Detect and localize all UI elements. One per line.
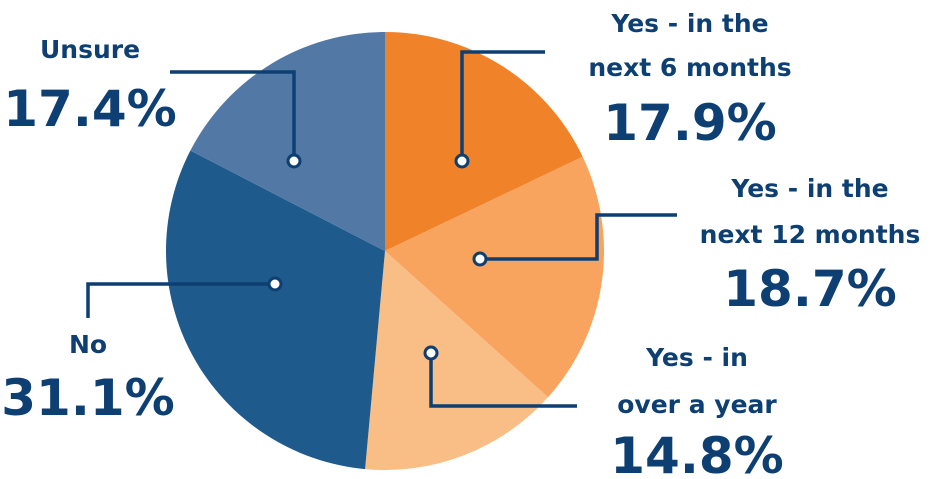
slice-label-line: Yes - in the — [730, 174, 888, 203]
leader-dot-4 — [286, 153, 302, 169]
slice-label-line: No — [69, 330, 107, 359]
slice-value-label: 18.7% — [723, 260, 896, 318]
leader-dot-3 — [267, 276, 283, 292]
leader-dot-1 — [472, 251, 488, 267]
slice-value-label: 17.4% — [3, 80, 176, 138]
pie-slice-0 — [385, 32, 583, 251]
pie-slices — [165, 32, 604, 470]
slice-label-line: Unsure — [40, 35, 140, 64]
slice-label-line: next 6 months — [588, 53, 791, 82]
slice-value-label: 17.9% — [603, 94, 776, 152]
leader-line-3 — [86, 282, 275, 318]
leader-lines — [86, 50, 677, 408]
leader-dot-0 — [454, 153, 470, 169]
pie-slice-2 — [365, 251, 549, 470]
slice-value-label: 31.1% — [1, 369, 174, 427]
slice-label-line: next 12 months — [700, 220, 921, 249]
slice-label-line: Yes - in — [645, 343, 748, 372]
slice-value-label: 14.8% — [610, 427, 783, 479]
leader-dot-2 — [423, 345, 439, 361]
pie-slice-1 — [385, 156, 604, 398]
pie-slice-3 — [165, 150, 385, 470]
slice-label-line: Yes - in the — [610, 9, 768, 38]
pie-slice-4 — [190, 32, 385, 251]
slice-label-line: over a year — [617, 390, 777, 419]
leader-line-2 — [429, 353, 577, 408]
leader-line-1 — [480, 213, 677, 261]
leader-line-4 — [170, 70, 296, 161]
leader-line-0 — [460, 50, 545, 161]
